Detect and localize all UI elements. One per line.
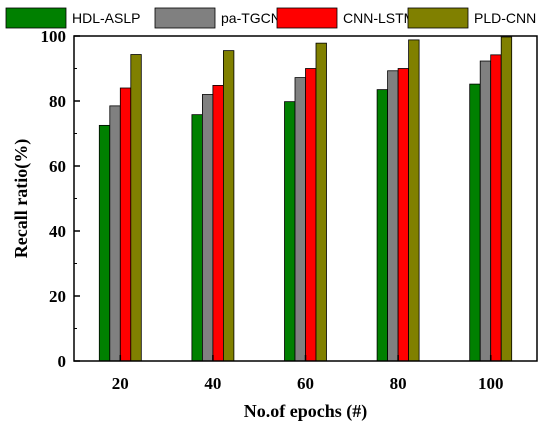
legend-item-cnn-lstm: CNN-LSTM <box>276 7 415 29</box>
legend-item-hdl-aslp: HDL-ASLP <box>5 7 140 29</box>
bar-cnn-lstm-40 <box>212 85 224 362</box>
legend-swatch <box>407 7 469 29</box>
legend-label: PLD-CNN <box>474 10 536 26</box>
x-axis: 20 40 60 80 100 <box>112 355 504 393</box>
y-tick-label: 100 <box>41 27 67 46</box>
bar-cnn-lstm-20 <box>119 87 132 362</box>
y-tick-label: 60 <box>49 157 66 176</box>
legend: HDL-ASLP pa-TGCN CNN-LSTM PLD-CNN <box>5 7 536 29</box>
bar-pld-cnn-100 <box>500 36 513 362</box>
bar-pa-tgcn-80 <box>387 70 399 362</box>
y-tick-label: 40 <box>49 222 66 241</box>
bar-pa-tgcn-100 <box>479 60 492 362</box>
legend-item-pa-tgcn: pa-TGCN <box>154 7 281 29</box>
bar-pld-cnn-80 <box>408 39 420 362</box>
bar-cnn-lstm-100 <box>490 54 502 362</box>
x-tick-label: 60 <box>297 374 314 393</box>
bar-pld-cnn-20 <box>130 54 142 362</box>
legend-label: pa-TGCN <box>221 10 281 26</box>
bar-pa-tgcn-60 <box>294 77 306 362</box>
y-tick-label: 0 <box>58 352 67 371</box>
y-tick-label: 80 <box>49 92 66 111</box>
x-tick-label: 80 <box>390 374 407 393</box>
bar-cnn-lstm-80 <box>397 68 410 362</box>
bar-pa-tgcn-20 <box>109 105 121 362</box>
x-tick-label: 40 <box>204 374 221 393</box>
x-tick-label: 100 <box>478 374 504 393</box>
legend-label: HDL-ASLP <box>72 10 140 26</box>
bar-pld-cnn-60 <box>315 42 327 362</box>
y-axis: 0 20 40 60 80 100 <box>41 27 80 371</box>
x-axis-title: No.of epochs (#) <box>244 401 368 422</box>
bar-hdl-aslp-80 <box>376 89 389 362</box>
bars <box>98 36 513 362</box>
bar-cnn-lstm-60 <box>305 68 317 362</box>
legend-label: CNN-LSTM <box>343 10 415 26</box>
legend-swatch <box>5 7 67 29</box>
bar-hdl-aslp-60 <box>284 101 296 362</box>
bar-hdl-aslp-100 <box>469 83 481 362</box>
legend-swatch <box>276 7 338 29</box>
legend-item-pld-cnn: PLD-CNN <box>407 7 536 29</box>
bar-hdl-aslp-40 <box>191 114 203 362</box>
y-axis-title: Recall ratio(%) <box>11 139 32 258</box>
bar-pld-cnn-40 <box>222 50 235 362</box>
x-tick-label: 20 <box>112 374 129 393</box>
bar-hdl-aslp-20 <box>98 124 111 362</box>
bar-pa-tgcn-40 <box>201 94 214 362</box>
legend-swatch <box>154 7 216 29</box>
y-tick-label: 20 <box>49 287 66 306</box>
